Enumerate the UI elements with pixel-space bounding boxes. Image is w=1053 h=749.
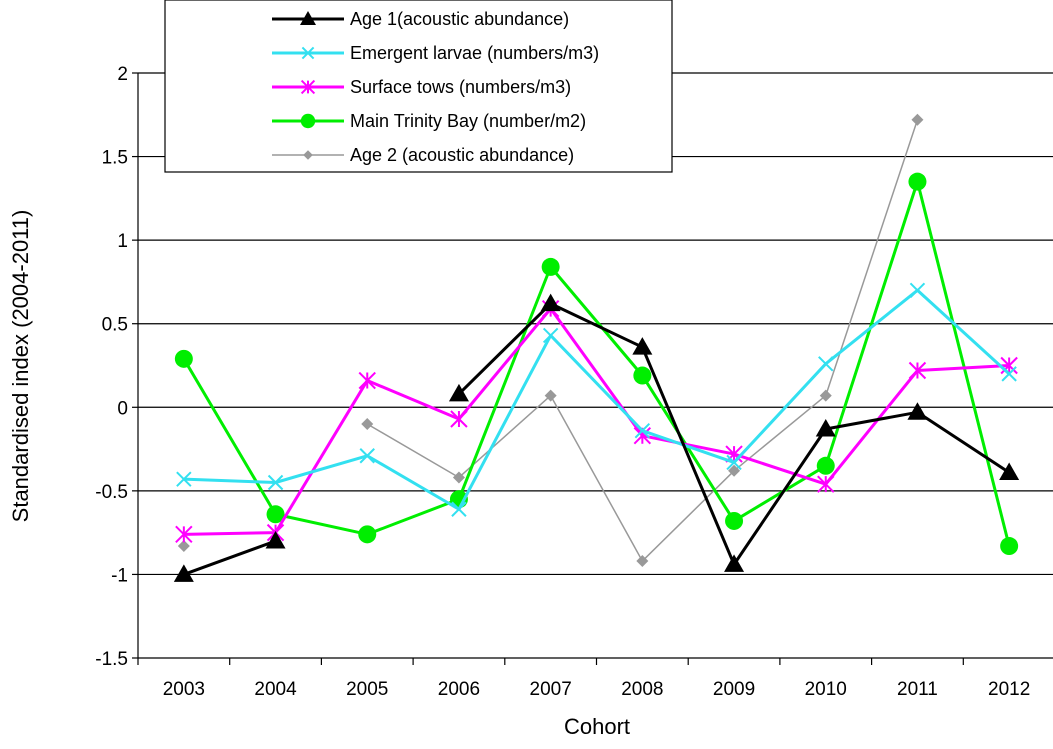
data-point — [452, 471, 465, 484]
data-point — [636, 555, 649, 568]
legend-label: Age 2 (acoustic abundance) — [350, 145, 574, 165]
data-point — [726, 454, 742, 471]
legend-marker — [303, 150, 313, 160]
y-tick-label: 1.5 — [102, 148, 128, 169]
legend-box — [164, 0, 673, 173]
data-point — [816, 456, 835, 475]
data-point — [908, 361, 927, 380]
data-point — [541, 257, 560, 276]
data-point — [909, 282, 926, 298]
data-point — [451, 501, 467, 517]
series-line — [183, 288, 1011, 511]
series-1 — [176, 282, 1017, 517]
data-point — [911, 113, 924, 126]
data-point — [999, 462, 1020, 480]
legend-item: Main Trinity Bay (number/m2) — [272, 111, 586, 131]
y-tick-label: 0 — [117, 398, 128, 419]
data-point — [725, 511, 744, 530]
data-point — [1001, 366, 1017, 382]
x-axis-title: Cohort — [564, 714, 630, 739]
data-point — [176, 471, 192, 487]
legend-label: Emergent larvae (numbers/m3) — [350, 43, 599, 63]
series-0 — [173, 293, 1020, 582]
data-point — [450, 410, 468, 428]
x-tick-label: 2003 — [163, 679, 205, 700]
legend-item: Age 1(acoustic abundance) — [272, 9, 569, 29]
data-point — [728, 464, 741, 477]
data-point — [358, 371, 376, 390]
y-tick-label: -0.5 — [95, 482, 128, 503]
series-line — [183, 539, 277, 576]
series-line — [182, 180, 1011, 547]
x-tick-label: 2012 — [988, 679, 1030, 700]
data-point — [817, 475, 835, 493]
data-point — [907, 402, 928, 420]
data-point — [542, 327, 559, 344]
data-point — [634, 422, 651, 439]
legend-label: Main Trinity Bay (number/m2) — [350, 111, 586, 131]
x-tick-label: 2009 — [713, 679, 755, 700]
data-point — [175, 525, 193, 544]
data-point — [1000, 537, 1019, 556]
x-tick-label: 2011 — [897, 679, 938, 700]
data-point — [266, 505, 285, 524]
y-tick-label: 1 — [117, 231, 128, 252]
data-point — [632, 337, 653, 355]
legend-marker — [300, 113, 316, 129]
legend-item: Age 2 (acoustic abundance) — [272, 145, 574, 165]
legend-marker — [300, 79, 316, 95]
y-axis-title: Standardised index (2004-2011) — [8, 210, 33, 523]
data-point — [174, 349, 193, 368]
series-2 — [175, 299, 1018, 544]
x-tick-label: 2006 — [438, 679, 480, 700]
data-point — [358, 525, 377, 544]
legend-label: Surface tows (numbers/m3) — [350, 77, 571, 97]
legend: Age 1(acoustic abundance) Emergent larvae… — [164, 0, 673, 173]
x-tick-label: 2008 — [621, 679, 663, 700]
legend-marker — [300, 11, 316, 25]
data-point — [633, 366, 652, 385]
axes: -1.5 -1 -0.5 0 0.5 1 1.5 2 2003 2004 2005 2006 2007 2… — [95, 64, 1053, 700]
data-point — [724, 554, 745, 572]
data-point — [448, 383, 469, 402]
series-4 — [177, 113, 924, 568]
data-point — [177, 540, 190, 553]
legend-label: Age 1(acoustic abundance) — [350, 9, 569, 29]
data-point — [173, 564, 194, 582]
data-point — [361, 418, 374, 430]
legend-item: Surface tows (numbers/m3) — [272, 77, 571, 97]
data-point — [540, 293, 561, 312]
data-point — [265, 531, 286, 549]
data-point — [544, 389, 557, 402]
data-point — [908, 172, 927, 191]
y-tick-label: -1.5 — [95, 649, 128, 670]
data-point — [819, 389, 832, 402]
data-point — [267, 474, 284, 491]
data-point — [815, 419, 836, 437]
series-line — [183, 307, 1010, 536]
data-point — [818, 356, 834, 372]
y-tick-label: 0.5 — [102, 315, 128, 336]
x-tick-label: 2010 — [805, 679, 847, 700]
x-tick-label: 2007 — [530, 679, 572, 700]
y-tick-label: -1 — [111, 565, 128, 586]
y-tick-label: 2 — [117, 64, 128, 85]
x-tick-label: 2005 — [346, 679, 388, 700]
series-layer — [173, 113, 1020, 582]
data-point — [359, 448, 375, 464]
series-3 — [174, 172, 1019, 556]
legend-item: Emergent larvae (numbers/m3) — [272, 43, 599, 63]
legend-marker — [301, 46, 315, 60]
x-tick-label: 2004 — [254, 679, 297, 700]
